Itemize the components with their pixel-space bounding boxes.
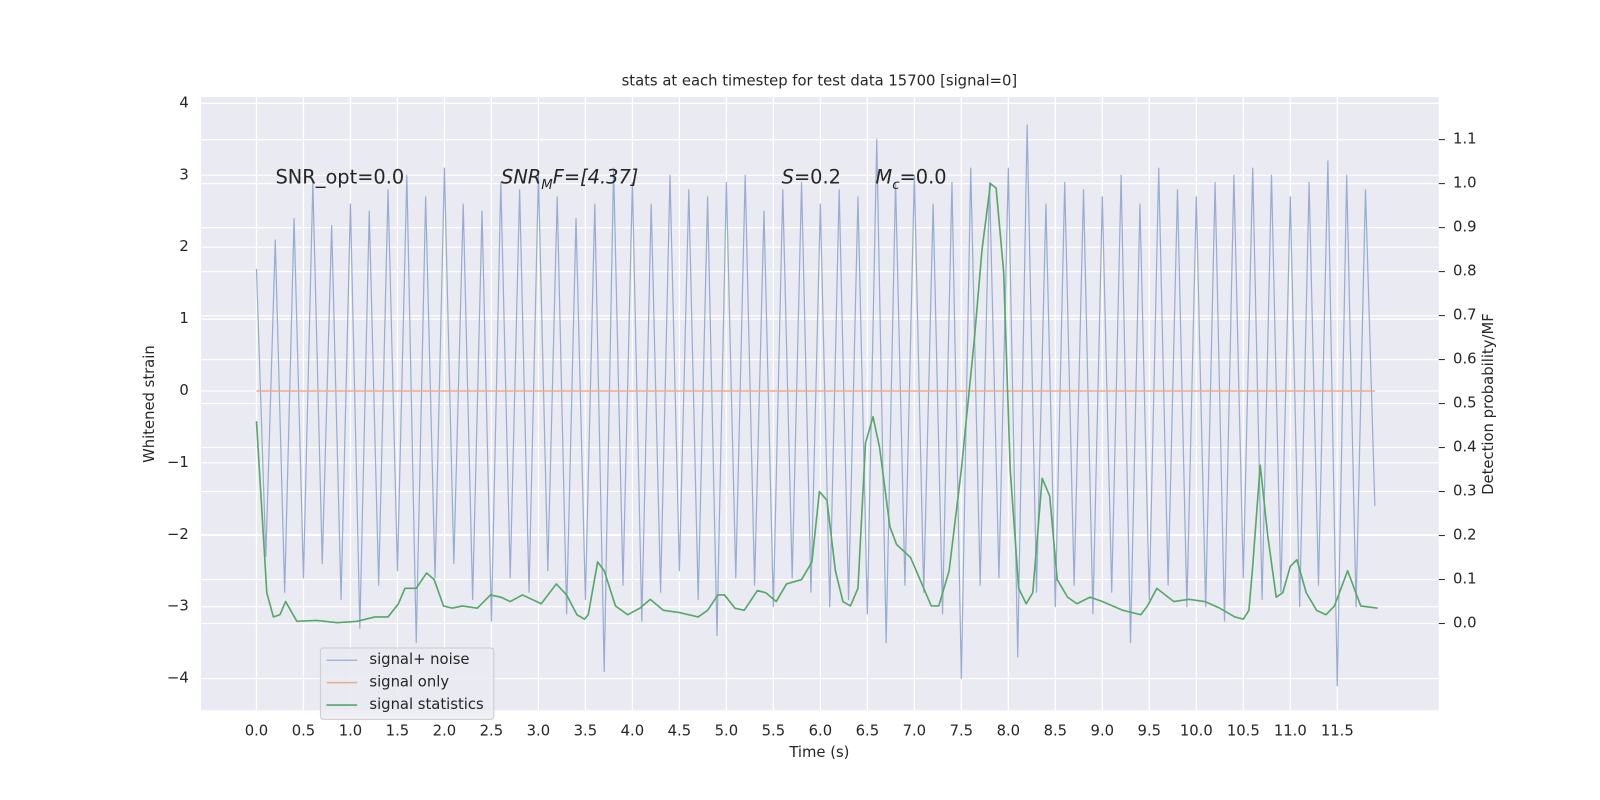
x-tick-label: 3.5 — [574, 723, 598, 740]
y2-tick-label: 0.6 — [1453, 351, 1477, 368]
annotation-after: =0.0 — [900, 166, 947, 189]
y2-tick-label: 0.4 — [1453, 439, 1477, 456]
series-line — [255, 124, 1376, 687]
x-tick-label: 4.0 — [621, 723, 645, 740]
x-tick-label: 1.0 — [339, 723, 363, 740]
y-tick-label: −3 — [167, 598, 189, 615]
annotation-after: =0.2 — [794, 166, 841, 189]
x-tick-label: 10.0 — [1180, 723, 1213, 740]
annotations: SNR_opt=0.0 SNRMF=[4.37] S=0.2 Mc=0.0 — [276, 166, 947, 193]
y-tick-label: −4 — [167, 670, 189, 687]
x-axis-label: Time (s) — [788, 744, 849, 761]
annotation: Mc=0.0 — [876, 166, 947, 193]
x-tick-label: 10.5 — [1227, 723, 1260, 740]
x-tick-label: 11.5 — [1321, 723, 1354, 740]
x-tick-label: 3.0 — [527, 723, 551, 740]
y2-tick-label: 0.5 — [1453, 395, 1477, 412]
annotation-main: S — [782, 166, 794, 189]
y-tick-label: 1 — [179, 310, 188, 327]
x-tick-label: 9.0 — [1091, 723, 1115, 740]
annotation: SNR_opt=0.0 — [276, 166, 405, 189]
annotation: S=0.2 — [782, 166, 841, 189]
x-tick-label: 7.0 — [903, 723, 927, 740]
y2-tick-label: 1.1 — [1453, 131, 1477, 148]
y-axis-label: Whitened strain — [141, 345, 158, 463]
y2-tick-label: 0.0 — [1453, 615, 1477, 632]
y-tick-label: 0 — [179, 382, 188, 399]
x-tick-label: 4.5 — [668, 723, 692, 740]
x-tick-label: 1.5 — [386, 723, 410, 740]
grid: 0.0 0.5 1.0 1.5 2.0 2.5 3.0 3.5 4.0 4.5 5.0 5.5 6.0 6… — [167, 94, 1477, 739]
legend-label: signal statistics — [369, 696, 483, 713]
x-tick-label: 7.5 — [950, 723, 974, 740]
legend-label: signal only — [369, 674, 449, 691]
y-tick-label: −2 — [167, 526, 189, 543]
annotation: SNRMF=[4.37] — [501, 166, 638, 193]
x-tick-label: 8.0 — [997, 723, 1021, 740]
series-line — [255, 182, 1378, 624]
y2-tick-label: 0.7 — [1453, 307, 1477, 324]
chart-title: stats at each timestep for test data 157… — [622, 73, 1018, 90]
annotation-sub: M — [541, 178, 553, 193]
y2-tick-label: 0.9 — [1453, 219, 1477, 236]
y2-axis-label: Detection probability/MF — [1480, 313, 1497, 495]
y2-tick-label: 0.3 — [1453, 483, 1477, 500]
x-tick-label: 11.0 — [1274, 723, 1307, 740]
annotation-sub: c — [892, 178, 900, 193]
annotation-main: M — [876, 166, 893, 189]
y2-tick-label: 0.8 — [1453, 263, 1477, 280]
legend: signal+ noise signal only signal statistic… — [319, 647, 495, 720]
x-tick-label: 5.5 — [762, 723, 786, 740]
x-tick-label: 9.5 — [1138, 723, 1162, 740]
legend-box — [319, 647, 495, 720]
y-tick-label: 3 — [179, 166, 188, 183]
x-tick-label: 0.5 — [292, 723, 316, 740]
x-tick-label: 6.5 — [856, 723, 880, 740]
marks — [255, 124, 1378, 687]
y-tick-label: −1 — [167, 454, 189, 471]
x-tick-label: 6.0 — [809, 723, 833, 740]
y2-tick-label: 1.0 — [1453, 175, 1477, 192]
x-tick-label: 5.0 — [715, 723, 739, 740]
y2-tick-label: 0.2 — [1453, 527, 1477, 544]
annotation-main: SNR_opt=0.0 — [276, 166, 405, 189]
y-tick-label: 4 — [179, 94, 188, 111]
x-tick-label: 8.5 — [1044, 723, 1068, 740]
legend-label: signal+ noise — [369, 651, 469, 668]
y-tick-label: 2 — [179, 238, 188, 255]
x-tick-label: 2.5 — [480, 723, 504, 740]
x-tick-label: 2.0 — [433, 723, 457, 740]
annotation-after: F=[4.37] — [553, 166, 639, 189]
annotation-main: SNR — [501, 166, 541, 189]
x-tick-label: 0.0 — [245, 723, 269, 740]
y2-tick-label: 0.1 — [1453, 571, 1477, 588]
